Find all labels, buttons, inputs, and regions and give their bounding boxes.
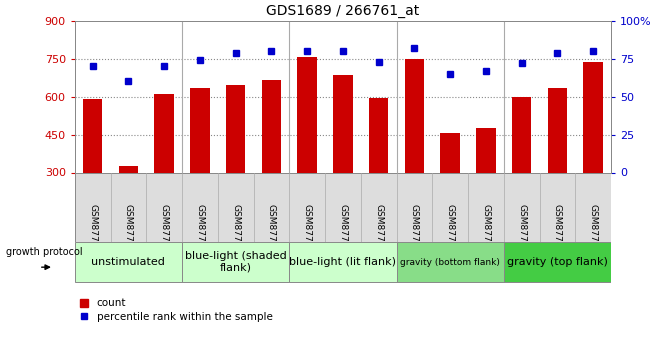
Bar xyxy=(190,88,210,248)
Legend: count, percentile rank within the sample: count, percentile rank within the sample xyxy=(80,298,272,322)
Text: GSM87742: GSM87742 xyxy=(410,204,419,253)
Bar xyxy=(333,75,353,248)
Bar xyxy=(547,88,567,248)
Text: GSM87749: GSM87749 xyxy=(124,204,133,253)
Bar xyxy=(118,166,138,248)
Text: GSM87739: GSM87739 xyxy=(303,204,311,253)
Bar xyxy=(226,85,246,248)
Text: GSM87744: GSM87744 xyxy=(482,204,490,253)
Text: GSM87747: GSM87747 xyxy=(589,204,597,253)
Text: blue-light (shaded
flank): blue-light (shaded flank) xyxy=(185,252,287,273)
Title: GDS1689 / 266761_at: GDS1689 / 266761_at xyxy=(266,4,419,18)
Bar xyxy=(404,59,424,248)
Text: GSM87743: GSM87743 xyxy=(446,204,454,253)
FancyBboxPatch shape xyxy=(504,242,611,282)
FancyBboxPatch shape xyxy=(182,242,289,282)
Text: unstimulated: unstimulated xyxy=(92,257,165,267)
Text: GSM87745: GSM87745 xyxy=(517,204,526,253)
Text: GSM87741: GSM87741 xyxy=(374,204,383,253)
FancyBboxPatch shape xyxy=(289,242,396,282)
Bar xyxy=(297,57,317,248)
Text: growth protocol: growth protocol xyxy=(6,247,83,257)
Text: GSM87740: GSM87740 xyxy=(339,204,347,253)
FancyBboxPatch shape xyxy=(75,242,182,282)
Text: gravity (top flank): gravity (top flank) xyxy=(507,257,608,267)
FancyBboxPatch shape xyxy=(396,242,504,282)
Bar xyxy=(583,62,603,248)
Bar xyxy=(476,128,496,248)
Bar xyxy=(512,97,532,248)
FancyBboxPatch shape xyxy=(75,172,611,242)
Bar xyxy=(369,98,389,248)
Text: GSM87750: GSM87750 xyxy=(160,204,168,253)
Text: GSM87738: GSM87738 xyxy=(267,204,276,253)
Text: blue-light (lit flank): blue-light (lit flank) xyxy=(289,257,396,267)
Bar xyxy=(440,133,460,248)
Bar xyxy=(154,94,174,248)
Bar xyxy=(261,80,281,248)
Text: gravity (bottom flank): gravity (bottom flank) xyxy=(400,258,500,267)
Text: GSM87746: GSM87746 xyxy=(553,204,562,253)
Bar xyxy=(83,99,103,248)
Text: GSM87736: GSM87736 xyxy=(196,204,204,253)
Text: GSM87737: GSM87737 xyxy=(231,204,240,253)
Text: GSM87748: GSM87748 xyxy=(88,204,97,253)
